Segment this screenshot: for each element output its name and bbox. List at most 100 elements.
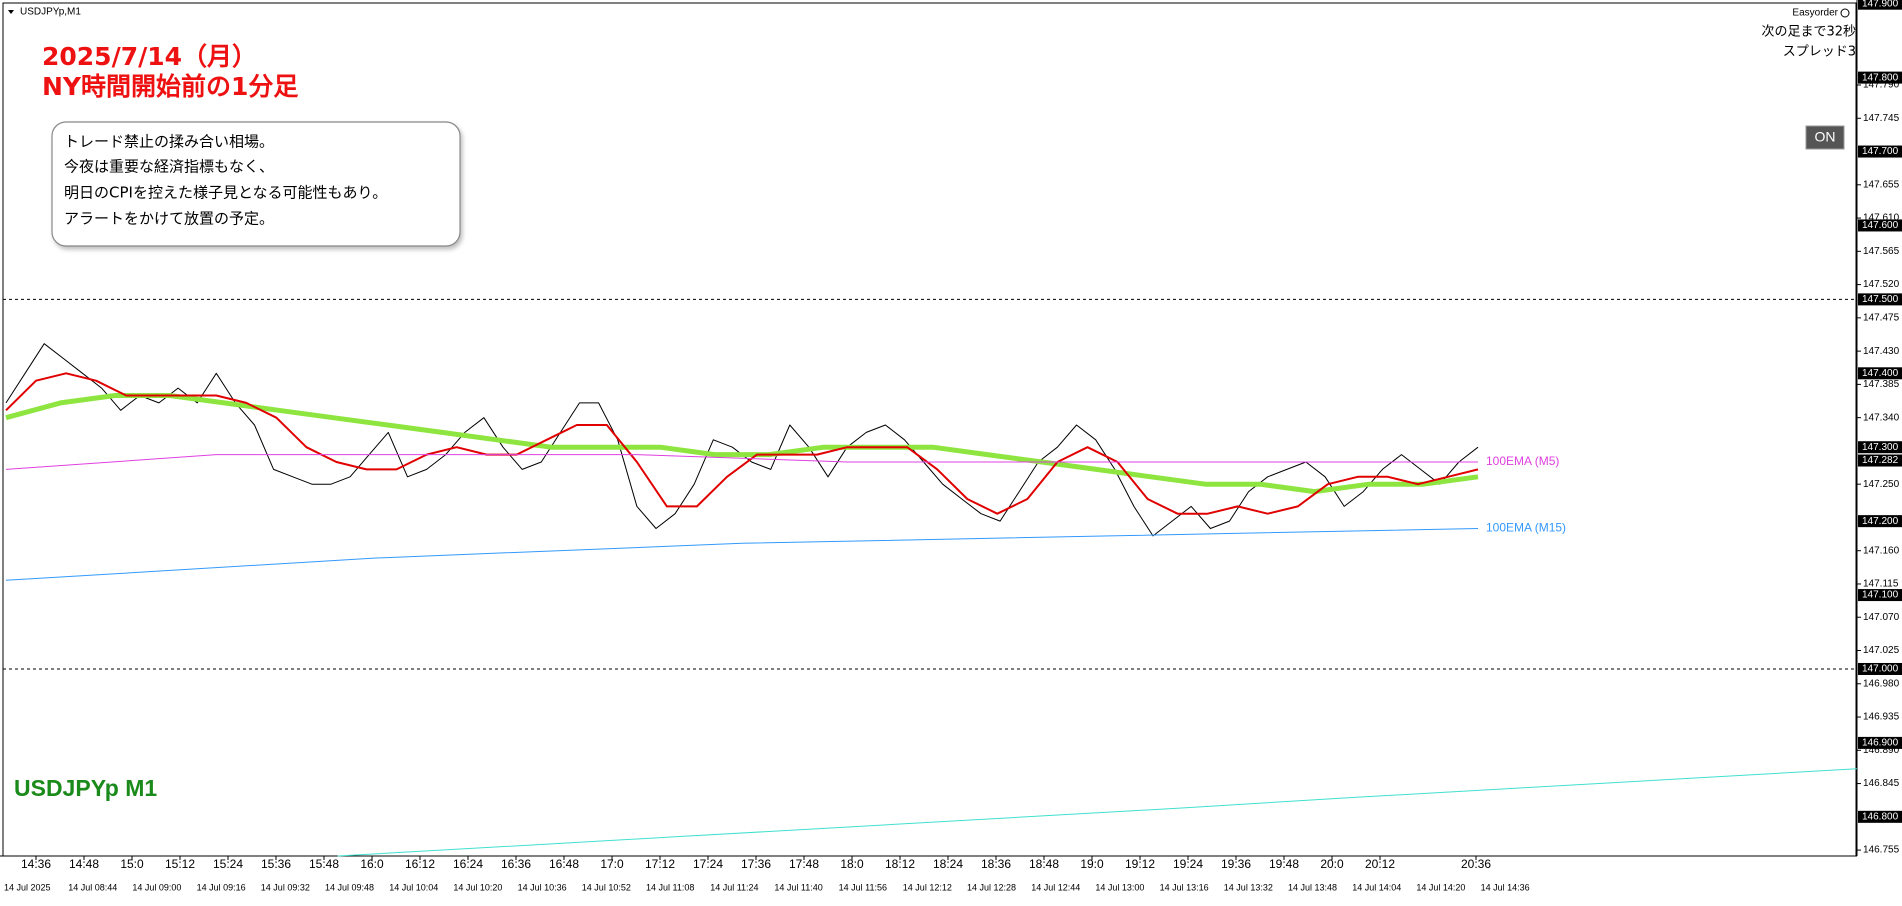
y-tick-label: 147.115 bbox=[1863, 579, 1899, 590]
y-tick-label: 146.890 bbox=[1863, 745, 1900, 756]
x-tick-label: 16:24 bbox=[453, 857, 483, 871]
x-date-label: 14 Jul 13:16 bbox=[1160, 882, 1209, 892]
x-date-label: 14 Jul 11:56 bbox=[839, 882, 887, 892]
panel-name: Easyorder bbox=[1792, 8, 1838, 19]
x-date-label: 14 Jul 14:36 bbox=[1481, 882, 1530, 892]
x-tick-label: 19:36 bbox=[1221, 857, 1251, 871]
x-tick-label: 15:24 bbox=[213, 857, 243, 871]
series-line bbox=[337, 768, 1858, 857]
y-tick-label: 147.475 bbox=[1863, 312, 1900, 323]
y-tick-label: 147.340 bbox=[1863, 412, 1900, 423]
level-label-bg bbox=[1858, 515, 1902, 528]
level-label-bg bbox=[1858, 367, 1902, 380]
y-tick-label: 147.610 bbox=[1863, 213, 1900, 224]
x-date-label: 14 Jul 2025 bbox=[4, 882, 51, 892]
level-label: 147.300 bbox=[1862, 442, 1899, 453]
x-date-label: 14 Jul 13:48 bbox=[1288, 882, 1337, 892]
level-label: 147.600 bbox=[1862, 220, 1899, 231]
y-tick-label: 147.250 bbox=[1863, 479, 1900, 490]
level-label: 147.900 bbox=[1862, 0, 1899, 9]
x-tick-label: 14:48 bbox=[69, 857, 99, 871]
x-tick-label: 19:12 bbox=[1125, 857, 1155, 871]
x-tick-label: 18:48 bbox=[1029, 857, 1059, 871]
x-tick-label: 20:12 bbox=[1365, 857, 1395, 871]
note-line: 明日のCPIを控えた様子見となる可能性もあり。 bbox=[64, 184, 387, 202]
x-date-label: 14 Jul 10:36 bbox=[518, 882, 567, 892]
y-tick-label: 146.935 bbox=[1863, 712, 1900, 723]
note-line: トレード禁止の揉み合い相場。 bbox=[64, 133, 274, 151]
x-date-label: 14 Jul 12:12 bbox=[903, 882, 952, 892]
x-tick-label: 16:0 bbox=[360, 857, 384, 871]
x-tick-label: 18:24 bbox=[933, 857, 963, 871]
x-tick-label: 16:12 bbox=[405, 857, 435, 871]
x-date-label: 14 Jul 09:00 bbox=[132, 882, 181, 892]
tab-arrow[interactable] bbox=[8, 10, 14, 14]
level-label-bg bbox=[1858, 145, 1902, 158]
chart-title: 2025/7/14（月） bbox=[42, 42, 257, 71]
x-tick-label: 20:0 bbox=[1320, 857, 1344, 871]
y-tick-label: 147.430 bbox=[1863, 346, 1900, 357]
x-date-label: 14 Jul 12:44 bbox=[1031, 882, 1080, 892]
x-date-label: 14 Jul 10:20 bbox=[453, 882, 502, 892]
level-label-bg bbox=[1858, 219, 1902, 232]
x-date-label: 14 Jul 11:40 bbox=[774, 882, 822, 892]
level-label: 147.400 bbox=[1862, 368, 1899, 379]
level-label-bg bbox=[1858, 662, 1902, 675]
x-tick-label: 18:12 bbox=[885, 857, 915, 871]
level-label-bg bbox=[1858, 454, 1902, 467]
level-label-bg bbox=[1858, 0, 1902, 10]
level-label-bg bbox=[1858, 736, 1902, 749]
y-tick-label: 146.845 bbox=[1863, 778, 1900, 789]
series-line bbox=[5, 454, 1478, 470]
level-label: 147.800 bbox=[1862, 72, 1899, 83]
x-date-label: 14 Jul 09:16 bbox=[197, 882, 246, 892]
x-tick-label: 18:0 bbox=[840, 857, 864, 871]
x-tick-label: 20:36 bbox=[1461, 857, 1491, 871]
level-label-bg bbox=[1858, 71, 1902, 84]
note-line: 今夜は重要な経済指標もなく、 bbox=[64, 158, 274, 176]
x-date-label: 14 Jul 08:44 bbox=[68, 882, 117, 892]
x-date-label: 14 Jul 12:28 bbox=[967, 882, 1016, 892]
x-tick-label: 19:24 bbox=[1173, 857, 1203, 871]
level-label: 147.100 bbox=[1862, 590, 1899, 601]
x-tick-label: 17:24 bbox=[693, 857, 723, 871]
x-tick-label: 15:36 bbox=[261, 857, 291, 871]
on-button[interactable] bbox=[1805, 125, 1845, 150]
panel-close[interactable] bbox=[1840, 8, 1850, 18]
y-tick-label: 147.520 bbox=[1863, 279, 1900, 290]
level-label-bg bbox=[1858, 810, 1902, 823]
x-tick-label: 17:0 bbox=[600, 857, 624, 871]
x-tick-label: 19:0 bbox=[1080, 857, 1104, 871]
panel-countdown: 次の足まで32秒 bbox=[1761, 24, 1856, 40]
x-date-label: 14 Jul 09:48 bbox=[325, 882, 374, 892]
x-date-label: 14 Jul 11:24 bbox=[710, 882, 758, 892]
level-label-bg bbox=[1858, 441, 1902, 454]
level-label-bg bbox=[1858, 589, 1902, 602]
y-tick-label: 147.160 bbox=[1863, 545, 1900, 556]
y-tick-label: 147.070 bbox=[1863, 612, 1900, 623]
y-tick-label: 147.385 bbox=[1863, 379, 1900, 390]
level-label-bg bbox=[1858, 293, 1902, 306]
x-tick-label: 16:36 bbox=[501, 857, 531, 871]
y-tick-label: 147.745 bbox=[1863, 113, 1900, 124]
on-button-label[interactable]: ON bbox=[1815, 129, 1836, 145]
series-label: 100EMA (M5) bbox=[1486, 454, 1559, 468]
x-tick-label: 17:36 bbox=[741, 857, 771, 871]
x-date-label: 14 Jul 14:04 bbox=[1352, 882, 1401, 892]
x-tick-label: 15:0 bbox=[120, 857, 144, 871]
x-date-label: 14 Jul 09:32 bbox=[261, 882, 310, 892]
series-line bbox=[5, 372, 1479, 515]
level-label: 147.200 bbox=[1862, 516, 1899, 527]
x-date-label: 14 Jul 14:20 bbox=[1416, 882, 1465, 892]
note-line: アラートをかけて放置の予定。 bbox=[64, 210, 274, 228]
x-date-label: 14 Jul 13:32 bbox=[1224, 882, 1273, 892]
x-tick-label: 14:36 bbox=[21, 857, 51, 871]
level-label: 146.800 bbox=[1862, 811, 1899, 822]
level-label: 147.000 bbox=[1862, 664, 1899, 675]
level-label: 147.500 bbox=[1862, 294, 1899, 305]
symbol-tab: USDJPYp,M1 bbox=[20, 7, 81, 18]
x-tick-label: 15:48 bbox=[309, 857, 339, 871]
